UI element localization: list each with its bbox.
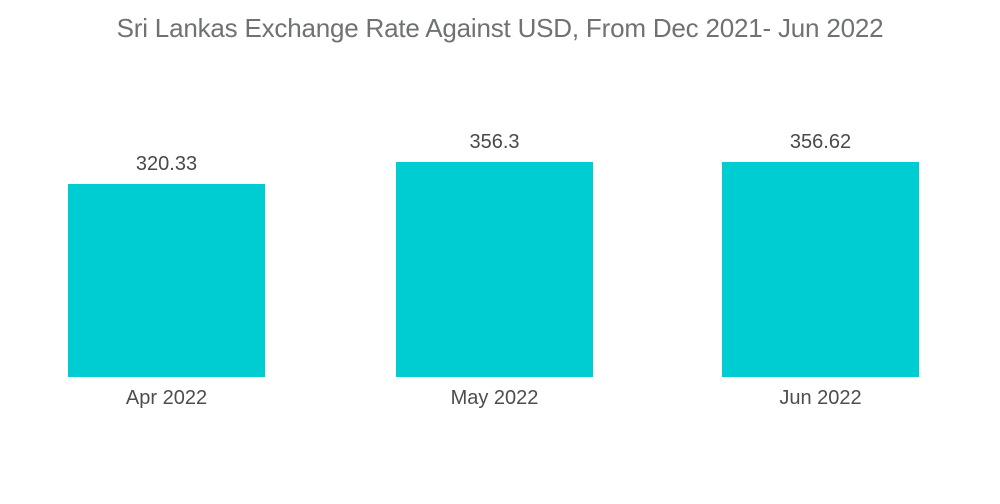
bar-value-label: 356.3 <box>469 131 520 154</box>
bar-value-label: 356.62 <box>789 131 852 153</box>
bar-group-apr-2022: 320.33 Apr 2022 <box>68 152 265 409</box>
bar-group-jun-2022: 356.62 Jun 2022 <box>722 130 919 409</box>
x-axis-label: May 2022 <box>450 387 539 409</box>
bar-jun-2022 <box>722 162 919 377</box>
bar-apr-2022 <box>68 183 265 377</box>
chart-title: Sri Lankas Exchange Rate Against USD, Fr… <box>116 13 884 43</box>
bar-may-2022 <box>396 162 593 377</box>
bar-group-may-2022: 356.3 May 2022 <box>396 130 593 409</box>
x-axis-label: Apr 2022 <box>125 387 208 409</box>
bar-value-label: 320.33 <box>135 152 198 175</box>
x-axis-label: Jun 2022 <box>779 387 862 409</box>
